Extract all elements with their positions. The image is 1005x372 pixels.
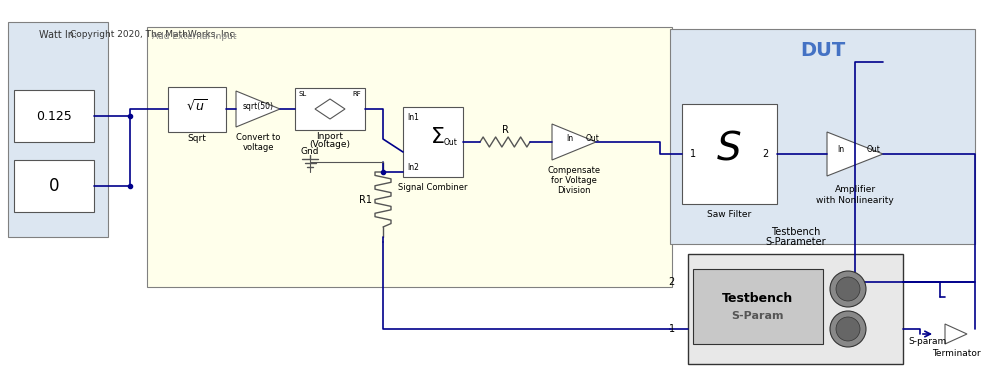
Text: R: R xyxy=(501,125,509,135)
Text: Terminator: Terminator xyxy=(932,350,980,359)
Text: 2: 2 xyxy=(763,149,769,159)
Text: 1: 1 xyxy=(690,149,696,159)
Text: In1: In1 xyxy=(407,112,419,122)
Text: Gnd: Gnd xyxy=(300,147,320,155)
Polygon shape xyxy=(236,91,280,127)
Text: In2: In2 xyxy=(407,163,419,171)
Text: $\sqrt{u}$: $\sqrt{u}$ xyxy=(187,99,207,114)
Circle shape xyxy=(836,277,860,301)
Text: Compensate: Compensate xyxy=(548,166,601,174)
Text: 0: 0 xyxy=(49,177,59,195)
Text: S-Param: S-Param xyxy=(732,311,784,321)
Text: Testbench: Testbench xyxy=(723,292,794,305)
Text: for Voltage: for Voltage xyxy=(551,176,597,185)
Text: Σ: Σ xyxy=(431,127,445,147)
Text: Division: Division xyxy=(557,186,591,195)
Text: Convert to: Convert to xyxy=(236,132,280,141)
Bar xyxy=(147,27,672,287)
Text: 2: 2 xyxy=(668,277,675,287)
Bar xyxy=(14,90,94,142)
Text: SL: SL xyxy=(298,91,308,97)
Text: Amplifier: Amplifier xyxy=(834,185,875,193)
Text: (Voltage): (Voltage) xyxy=(310,140,351,148)
Circle shape xyxy=(830,271,866,307)
Polygon shape xyxy=(945,324,967,344)
Text: Inport: Inport xyxy=(317,131,344,141)
Polygon shape xyxy=(315,99,345,119)
Circle shape xyxy=(830,311,866,347)
Text: sqrt(50): sqrt(50) xyxy=(242,102,273,110)
Bar xyxy=(168,87,226,132)
Text: Out: Out xyxy=(586,134,600,142)
Bar xyxy=(14,160,94,212)
Text: Copyright 2020, The MathWorks, Inc.: Copyright 2020, The MathWorks, Inc. xyxy=(70,30,237,39)
Text: In: In xyxy=(837,144,844,154)
Bar xyxy=(295,88,365,130)
Text: Signal Combiner: Signal Combiner xyxy=(398,183,467,192)
Text: RF: RF xyxy=(353,91,362,97)
Text: Saw Filter: Saw Filter xyxy=(708,209,752,218)
Bar xyxy=(403,107,463,177)
Text: Add External Input: Add External Input xyxy=(152,32,236,41)
Bar xyxy=(670,29,975,244)
Bar xyxy=(688,254,903,364)
Bar xyxy=(682,104,777,204)
Text: DUT: DUT xyxy=(800,41,845,60)
Text: Out: Out xyxy=(867,144,880,154)
Text: 0.125: 0.125 xyxy=(36,109,72,122)
Text: S: S xyxy=(718,130,742,168)
Text: Sqrt: Sqrt xyxy=(188,134,206,142)
Text: Out: Out xyxy=(443,138,457,147)
Text: 1: 1 xyxy=(669,324,675,334)
Text: R1: R1 xyxy=(359,195,372,205)
Text: with Nonlinearity: with Nonlinearity xyxy=(816,196,893,205)
Text: S-Parameter: S-Parameter xyxy=(765,237,826,247)
Text: voltage: voltage xyxy=(242,142,273,151)
Text: Watt In:: Watt In: xyxy=(39,30,77,40)
Bar xyxy=(8,22,108,237)
Text: Testbench: Testbench xyxy=(771,227,820,237)
Polygon shape xyxy=(552,124,596,160)
Bar xyxy=(693,269,823,344)
Text: S-param: S-param xyxy=(908,337,947,346)
Polygon shape xyxy=(827,132,883,176)
Text: In: In xyxy=(566,134,573,142)
Circle shape xyxy=(836,317,860,341)
